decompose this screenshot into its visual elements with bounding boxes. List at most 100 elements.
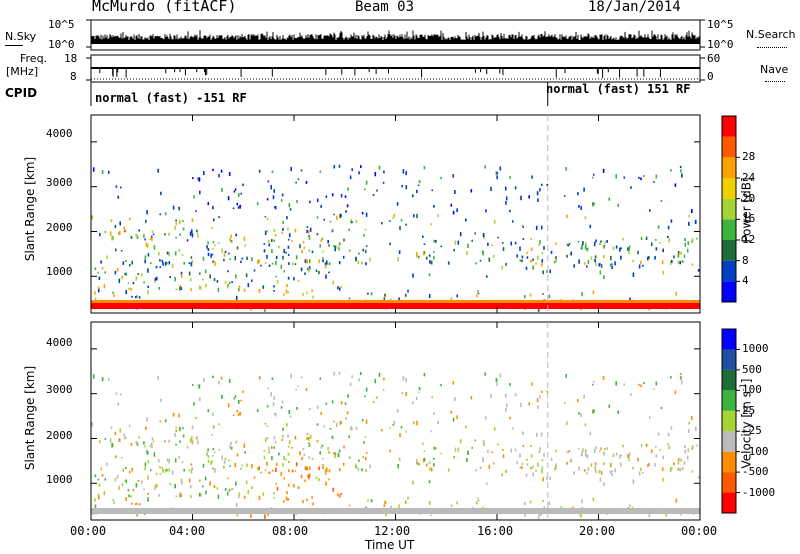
scatter-cell <box>287 227 289 231</box>
scatter-cell <box>217 287 220 292</box>
scatter-cell <box>206 245 208 249</box>
scatter-cell <box>293 484 295 488</box>
scatter-cell <box>280 264 283 269</box>
scatter-cell <box>581 244 583 250</box>
scatter-cell <box>338 494 341 498</box>
scatter-cell <box>488 257 491 262</box>
scatter-cell <box>213 485 216 489</box>
scatter-cell <box>104 438 107 440</box>
beam-title: Beam 03 <box>355 0 415 15</box>
scatter-cell <box>332 280 335 285</box>
scatter-cell <box>677 260 680 264</box>
scatter-cell <box>334 452 337 456</box>
scatter-cell <box>218 423 220 426</box>
scatter-cell <box>282 462 284 467</box>
scatter-cell <box>92 374 95 379</box>
scatter-cell <box>271 249 273 254</box>
scatter-cell <box>661 260 664 265</box>
scatter-cell <box>532 265 534 270</box>
velocity-ytick-4000: 4000 <box>46 336 73 349</box>
scatter-cell <box>207 409 210 413</box>
scatter-cell <box>357 260 360 265</box>
scatter-cell <box>416 459 418 463</box>
scatter-cell <box>154 487 156 490</box>
scatter-cell <box>530 238 532 240</box>
scatter-cell <box>393 213 396 218</box>
scatter-cell <box>540 432 543 437</box>
scatter-cell <box>287 483 290 487</box>
scatter-cell <box>181 254 184 256</box>
scatter-cell <box>307 230 310 234</box>
scatter-cell <box>118 231 121 236</box>
scatter-cell <box>657 432 660 436</box>
cpid-segment-2: normal (fast) 151 RF <box>546 82 691 96</box>
scatter-cell <box>425 463 428 467</box>
scatter-cell <box>546 269 548 273</box>
scatter-cell <box>487 449 489 453</box>
scatter-cell <box>312 502 314 506</box>
scatter-cell <box>606 447 608 450</box>
scatter-cell <box>190 262 193 267</box>
scatter-cell <box>389 220 391 222</box>
scatter-cell <box>550 457 553 461</box>
scatter-cell <box>681 380 683 385</box>
scatter-cell <box>315 476 318 479</box>
scatter-cell <box>131 295 133 298</box>
scatter-cell <box>226 492 229 496</box>
scatter-cell <box>263 456 266 460</box>
scatter-cell <box>161 466 164 470</box>
scatter-cell <box>592 202 594 205</box>
scatter-cell <box>637 457 639 462</box>
scatter-cell <box>287 291 289 294</box>
scatter-cell <box>688 221 690 226</box>
scatter-cell <box>592 497 595 502</box>
scatter-cell <box>384 293 386 297</box>
scatter-cell <box>389 242 391 246</box>
scatter-cell <box>683 461 686 465</box>
scatter-cell <box>100 467 102 471</box>
scatter-cell <box>594 462 597 466</box>
scatter-cell <box>227 270 229 273</box>
xtick-1: 04:00 <box>169 524 206 538</box>
scatter-cell <box>669 260 672 265</box>
scatter-cell <box>422 235 424 238</box>
scatter-cell <box>286 423 288 427</box>
scatter-cell <box>130 495 132 498</box>
scatter-cell <box>306 226 309 228</box>
scatter-cell <box>465 218 467 222</box>
scatter-cell <box>97 478 100 481</box>
scatter-cell <box>328 262 331 266</box>
colorbar-segment <box>722 492 736 513</box>
scatter-cell <box>324 469 327 473</box>
scatter-cell <box>291 447 293 449</box>
scatter-cell <box>223 253 226 257</box>
scatter-cell <box>691 446 694 450</box>
scatter-cell <box>492 462 495 465</box>
scatter-cell <box>276 486 279 491</box>
scatter-cell <box>299 244 301 249</box>
scatter-cell <box>592 409 594 412</box>
scatter-cell <box>311 289 313 292</box>
colorbar-segment <box>722 369 736 391</box>
scatter-cell <box>271 469 274 472</box>
scatter-cell <box>183 261 185 265</box>
scatter-cell <box>580 206 582 210</box>
colorbar-tick-label: 100 <box>742 383 762 397</box>
scatter-cell <box>590 256 593 260</box>
freq-tick-bottom: 8 <box>70 70 77 83</box>
scatter-cell <box>566 254 568 258</box>
scatter-cell <box>505 408 507 412</box>
scatter-cell <box>205 490 207 495</box>
scatter-cell <box>175 429 178 433</box>
xtick-4: 16:00 <box>477 524 514 538</box>
scatter-cell <box>221 394 223 399</box>
scatter-cell <box>179 440 181 443</box>
scatter-cell <box>241 464 244 467</box>
scatter-cell <box>370 499 373 503</box>
scatter-cell <box>178 413 180 418</box>
scatter-cell <box>288 203 291 208</box>
scatter-cell <box>191 218 194 223</box>
scatter-cell <box>367 499 369 502</box>
scatter-cell <box>614 468 616 473</box>
scatter-cell <box>340 286 342 288</box>
